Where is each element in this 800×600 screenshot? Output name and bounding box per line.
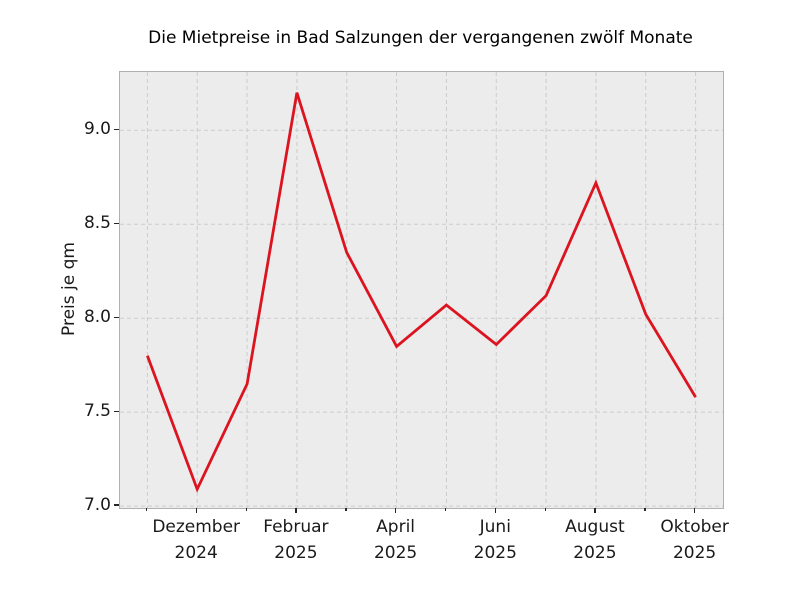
x-tick-mark bbox=[644, 508, 646, 511]
x-tick-year: 2025 bbox=[373, 543, 418, 563]
y-axis-tick-label: 8.5 bbox=[83, 213, 111, 234]
x-tick-mark bbox=[295, 508, 297, 513]
x-tick-mark bbox=[145, 508, 148, 511]
x-tick-mark bbox=[444, 508, 447, 511]
y-tick-mark bbox=[114, 222, 119, 224]
x-tick-mark bbox=[544, 508, 546, 511]
plot-area bbox=[119, 71, 724, 509]
x-tick-mark bbox=[345, 508, 347, 511]
x-tick-mark bbox=[594, 508, 596, 513]
x-tick-year: 2024 bbox=[174, 543, 218, 563]
plot-canvas bbox=[120, 72, 723, 508]
x-axis-tick-label: April 2025 bbox=[326, 514, 466, 566]
x-tick-month: Dezember bbox=[152, 517, 241, 537]
x-tick-mark bbox=[395, 508, 397, 513]
x-axis-tick-label: Oktober 2025 bbox=[625, 514, 765, 566]
x-tick-year: 2025 bbox=[274, 543, 318, 563]
x-tick-month: Oktober bbox=[660, 517, 729, 537]
x-tick-month: April bbox=[376, 517, 416, 537]
x-axis-tick-label: Februar 2025 bbox=[226, 514, 366, 566]
y-axis-tick-label: 8.0 bbox=[83, 307, 111, 328]
x-tick-month: August bbox=[565, 517, 625, 537]
x-tick-year: 2025 bbox=[672, 543, 717, 563]
x-tick-mark bbox=[494, 508, 497, 513]
x-tick-mark bbox=[245, 508, 247, 511]
x-tick-month: Februar bbox=[263, 517, 329, 537]
y-axis-tick-label: 9.0 bbox=[83, 119, 111, 140]
x-axis-tick-label: August 2025 bbox=[525, 514, 665, 566]
x-tick-mark bbox=[694, 508, 696, 513]
y-axis-tick-label: 7.0 bbox=[83, 495, 111, 516]
x-tick-year: 2025 bbox=[573, 543, 617, 563]
y-tick-mark bbox=[114, 316, 119, 318]
x-tick-year: 2025 bbox=[473, 543, 517, 563]
y-tick-mark bbox=[114, 128, 119, 130]
x-tick-mark bbox=[195, 508, 198, 513]
y-axis-tick-label: 7.5 bbox=[83, 401, 111, 422]
x-axis-tick-label: Dezember 2024 bbox=[126, 514, 266, 566]
x-axis-tick-label: Juni 2025 bbox=[425, 514, 565, 566]
y-tick-mark bbox=[114, 410, 119, 412]
x-tick-month: Juni bbox=[479, 517, 511, 537]
price-line bbox=[146, 92, 697, 493]
chart-title: Die Mietpreise in Bad Salzungen der verg… bbox=[148, 28, 693, 48]
y-tick-mark bbox=[114, 504, 119, 506]
